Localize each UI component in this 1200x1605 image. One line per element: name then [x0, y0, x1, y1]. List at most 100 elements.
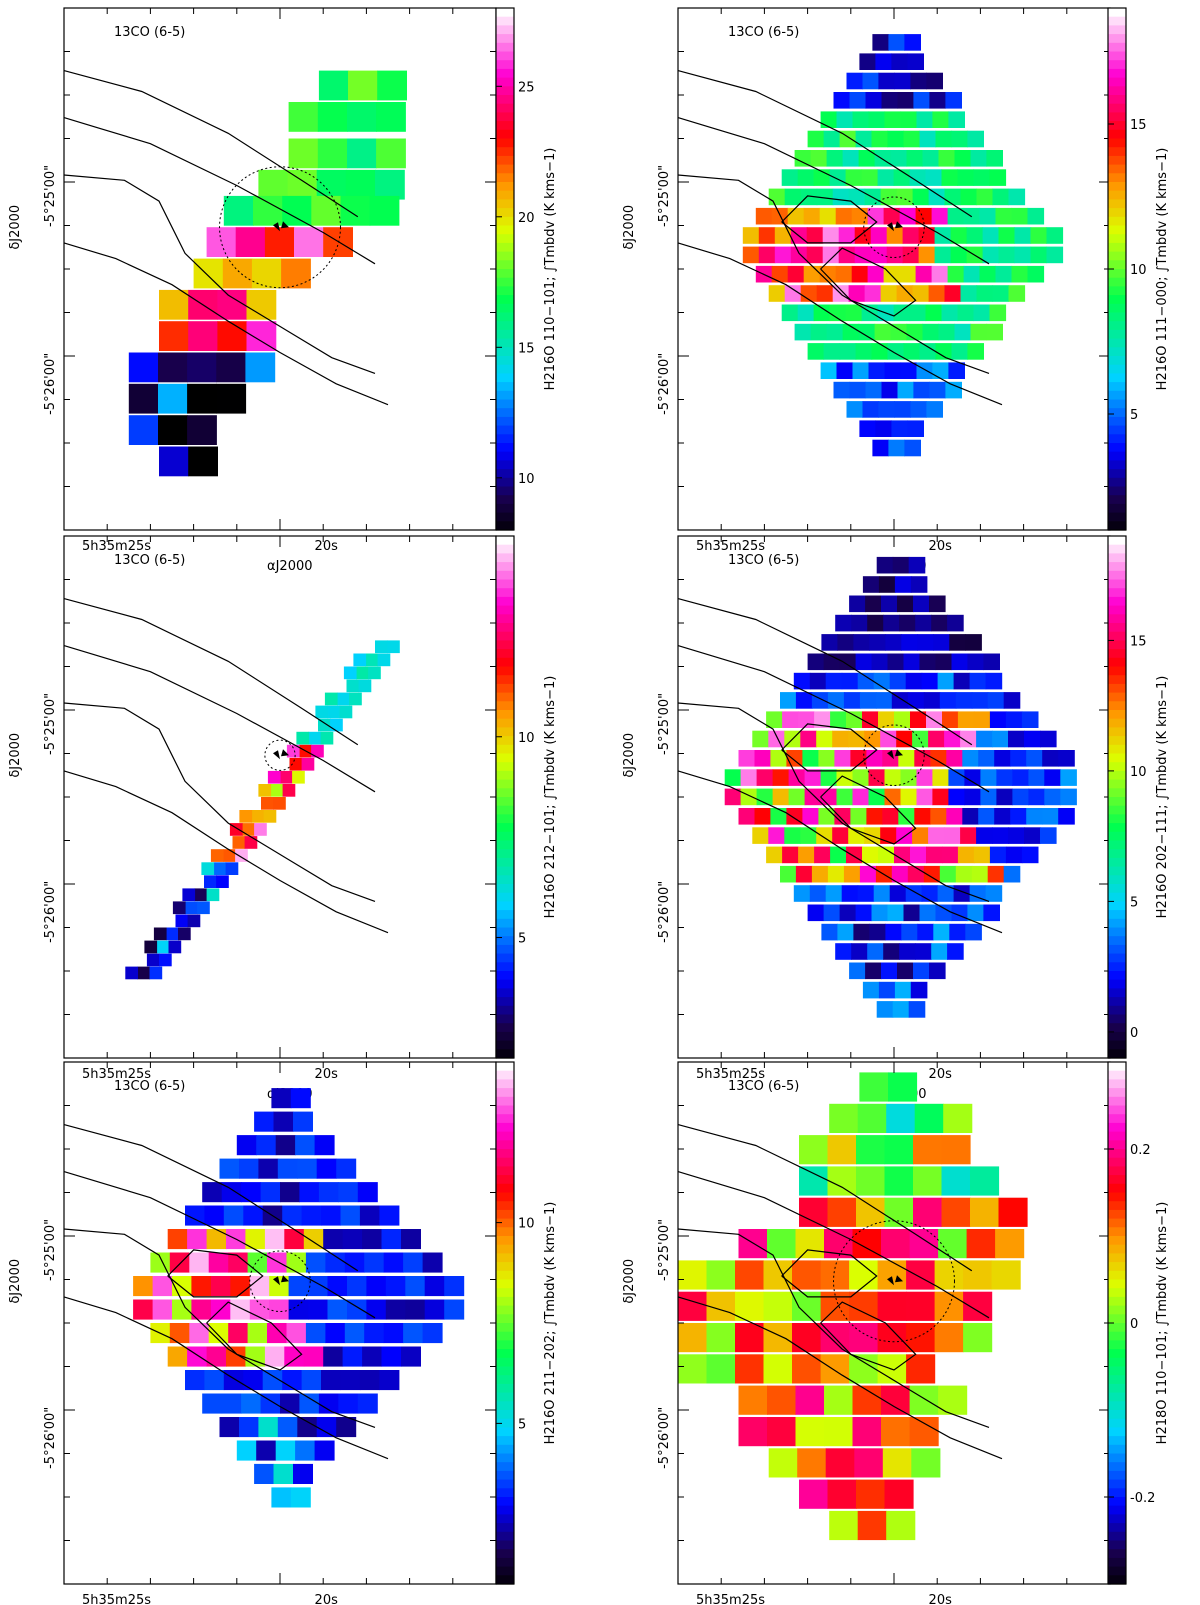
- map-pixel: [768, 730, 785, 748]
- map-pixel: [877, 1260, 907, 1290]
- source-marker-icon: [895, 221, 903, 229]
- map-pixel: [290, 1088, 311, 1109]
- map-pixel: [316, 169, 347, 200]
- map-pixel: [793, 885, 811, 902]
- map-pixel: [944, 730, 961, 748]
- map-pixel: [986, 150, 1003, 167]
- map-pixel: [800, 730, 817, 748]
- map-pixel: [347, 102, 377, 132]
- map-pixel: [150, 1252, 171, 1273]
- map-pixel: [851, 614, 868, 632]
- map-pixel: [342, 1229, 363, 1250]
- map-pixel: [925, 304, 943, 322]
- map-pixel: [249, 1299, 270, 1320]
- map-pixel: [906, 323, 924, 341]
- map-pixel: [758, 246, 776, 264]
- map-pixel: [267, 1323, 287, 1344]
- map-pixel: [832, 188, 850, 206]
- map-pixel: [271, 1487, 292, 1508]
- map-pixel: [251, 258, 282, 289]
- map-pixel: [909, 1417, 939, 1447]
- map-pixel: [299, 1182, 320, 1203]
- map-pixel: [366, 1276, 387, 1297]
- map-pixel: [245, 352, 276, 383]
- map-pixel: [960, 188, 978, 206]
- map-pixel: [934, 1291, 964, 1321]
- map-pixel: [344, 1323, 365, 1344]
- map-pixel: [1010, 750, 1027, 767]
- map-pixel: [799, 1166, 829, 1196]
- map-pixel: [810, 150, 828, 167]
- map-pixel: [798, 846, 815, 864]
- map-pixel: [872, 439, 889, 457]
- map-pixel: [849, 92, 867, 109]
- map-pixel: [194, 888, 208, 902]
- map-pixel: [878, 576, 896, 593]
- map-pixel: [780, 692, 797, 709]
- intensity-map: [678, 1072, 1028, 1541]
- map-pixel: [854, 227, 872, 244]
- map-pixel: [955, 865, 973, 883]
- map-pixel: [365, 653, 379, 667]
- map-pixel: [340, 195, 371, 226]
- map-pixel: [902, 246, 920, 264]
- map-pixel: [169, 1323, 190, 1344]
- map-pixel: [859, 865, 877, 883]
- map-pixel: [908, 1001, 926, 1018]
- source-marker-icon: [895, 749, 903, 757]
- map-pixel: [835, 207, 853, 225]
- map-pixel: [836, 111, 854, 128]
- map-pixel: [910, 72, 927, 90]
- map-pixel: [938, 1385, 968, 1415]
- colorbar-tick-label: 5: [518, 1417, 526, 1432]
- map-pixel: [986, 323, 1003, 341]
- map-pixel: [949, 634, 966, 651]
- map-pixel: [989, 711, 1007, 728]
- x-tick-label: 5h35m25s: [82, 539, 151, 554]
- map-pixel: [852, 1417, 882, 1447]
- map-pixel: [947, 207, 965, 225]
- map-pixel: [1011, 265, 1029, 283]
- map-pixel: [853, 634, 870, 651]
- map-pixel: [811, 692, 829, 709]
- map-pixel: [832, 827, 849, 844]
- map-pixel: [891, 865, 909, 883]
- map-pixel: [932, 788, 949, 806]
- map-pixel: [1012, 788, 1029, 806]
- colorbar-tick-label: 10: [518, 472, 535, 487]
- map-pixel: [967, 904, 984, 922]
- x-tick-label: 5h35m25s: [696, 539, 765, 554]
- map-pixel: [976, 827, 993, 844]
- map-pixel: [128, 383, 159, 414]
- map-pixel: [989, 304, 1007, 322]
- map-pixel: [724, 769, 742, 786]
- map-pixel: [873, 885, 891, 902]
- map-pixel: [970, 1197, 1000, 1227]
- map-pixel: [293, 1111, 313, 1132]
- intensity-map: [133, 1088, 465, 1508]
- map-pixel: [851, 943, 868, 960]
- map-pixel: [926, 72, 943, 90]
- map-pixel: [950, 246, 968, 264]
- colorbar-tick-label: 10: [1130, 765, 1147, 780]
- map-pixel: [948, 362, 965, 379]
- map-pixel: [855, 130, 873, 148]
- map-pixel: [269, 1299, 290, 1320]
- map-pixel: [247, 1323, 268, 1344]
- map-pixel: [957, 711, 975, 728]
- map-pixel: [964, 788, 981, 806]
- map-pixel: [907, 692, 925, 709]
- map-pixel: [790, 246, 808, 264]
- map-pixel: [241, 1393, 262, 1414]
- map-pixel: [330, 718, 343, 732]
- map-pixel: [793, 672, 811, 690]
- map-pixel: [897, 381, 915, 399]
- map-pixel: [318, 1182, 339, 1203]
- map-pixel: [754, 808, 772, 825]
- x-tick-label: 5h35m25s: [696, 1067, 765, 1082]
- map-pixel: [820, 1260, 850, 1290]
- map-pixel: [327, 705, 341, 719]
- map-pixel: [338, 1182, 359, 1203]
- map-pixel: [928, 827, 945, 844]
- map-pixel: [282, 195, 312, 226]
